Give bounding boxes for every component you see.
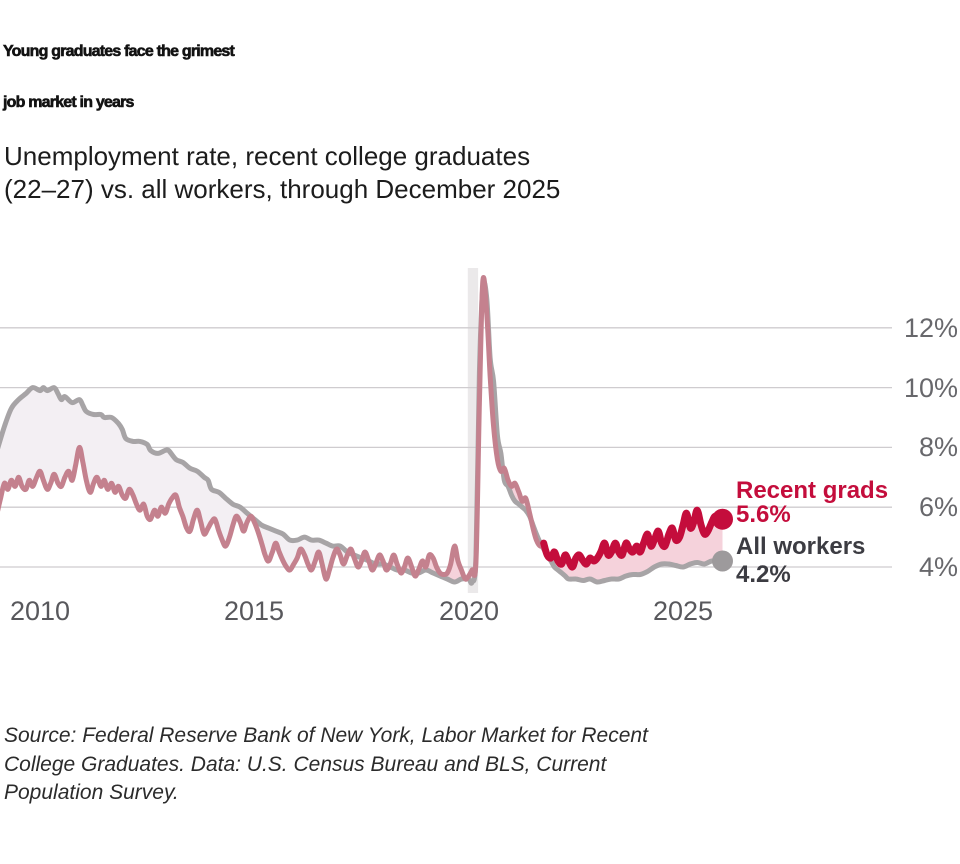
area-grads-above-workers: [348, 284, 723, 582]
x-axis-label-2010: 2010: [9, 596, 71, 626]
page-title: Young graduates face the grimest job mar…: [3, 26, 903, 128]
title-line-1: Young graduates face the grimest: [3, 43, 235, 61]
y-axis-label-10pct: 10%: [903, 373, 958, 403]
subtitle-line-1: Unemployment rate, recent college gradua…: [4, 141, 531, 171]
chart-subtitle: Unemployment rate, recent college gradua…: [4, 140, 764, 206]
source-line-3: Population Survey.: [4, 781, 179, 804]
area-workers-above-grads: [0, 290, 542, 578]
y-axis-label-12pct: 12%: [903, 313, 958, 343]
all-workers-end-value: 4.2%: [736, 561, 791, 588]
recession-band: [467, 268, 479, 593]
recent-grads-line-bold: [540, 506, 726, 571]
x-axis-label-2015: 2015: [223, 596, 285, 626]
recent-grads-end-value: 5.6%: [736, 501, 791, 528]
source-note: Source: Federal Reserve Bank of New York…: [4, 722, 794, 808]
x-axis-label-2020: 2020: [438, 596, 500, 626]
recent-grads-series-label: Recent grads: [736, 477, 889, 504]
x-axis-label-2025: 2025: [652, 596, 714, 626]
all-workers-series-label: All workers: [736, 533, 866, 560]
y-axis-label-8pct: 8%: [918, 432, 958, 462]
recent-grads-line-thin: [0, 275, 547, 582]
source-line-1: Source: Federal Reserve Bank of New York…: [4, 724, 648, 747]
source-line-2: College Graduates. Data: U.S. Census Bur…: [4, 752, 607, 776]
y-axis-label-4pct: 4%: [918, 552, 958, 582]
recent-grads-end-dot: [712, 508, 733, 530]
subtitle-line-2: (22–27) vs. all workers, through Decembe…: [4, 174, 561, 204]
title-line-2: job market in years: [3, 94, 135, 112]
unemployment-line-chart: 12% 10% 8% 6% 4% 2010 2015 2020 2025 Rec…: [0, 268, 958, 626]
plot-canvas: [0, 268, 892, 593]
all-workers-end-dot: [712, 550, 733, 572]
y-axis-label-6pct: 6%: [918, 492, 958, 522]
